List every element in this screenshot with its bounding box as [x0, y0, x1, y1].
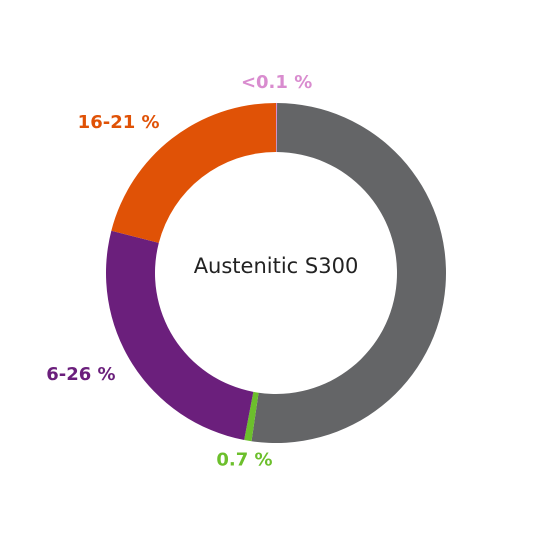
- segment-label: 6-26 %: [46, 364, 115, 385]
- segment-label: 16-21 %: [78, 112, 160, 133]
- segment-label: 0.7 %: [216, 449, 272, 470]
- segment-label: <0.1 %: [241, 72, 312, 93]
- center-title: Austenitic S300: [194, 254, 359, 278]
- donut-segment: [276, 103, 278, 153]
- donut-segment: [105, 230, 254, 440]
- donut-segment: [251, 103, 447, 443]
- donut-segment: [111, 103, 276, 243]
- donut-segment: [244, 391, 259, 442]
